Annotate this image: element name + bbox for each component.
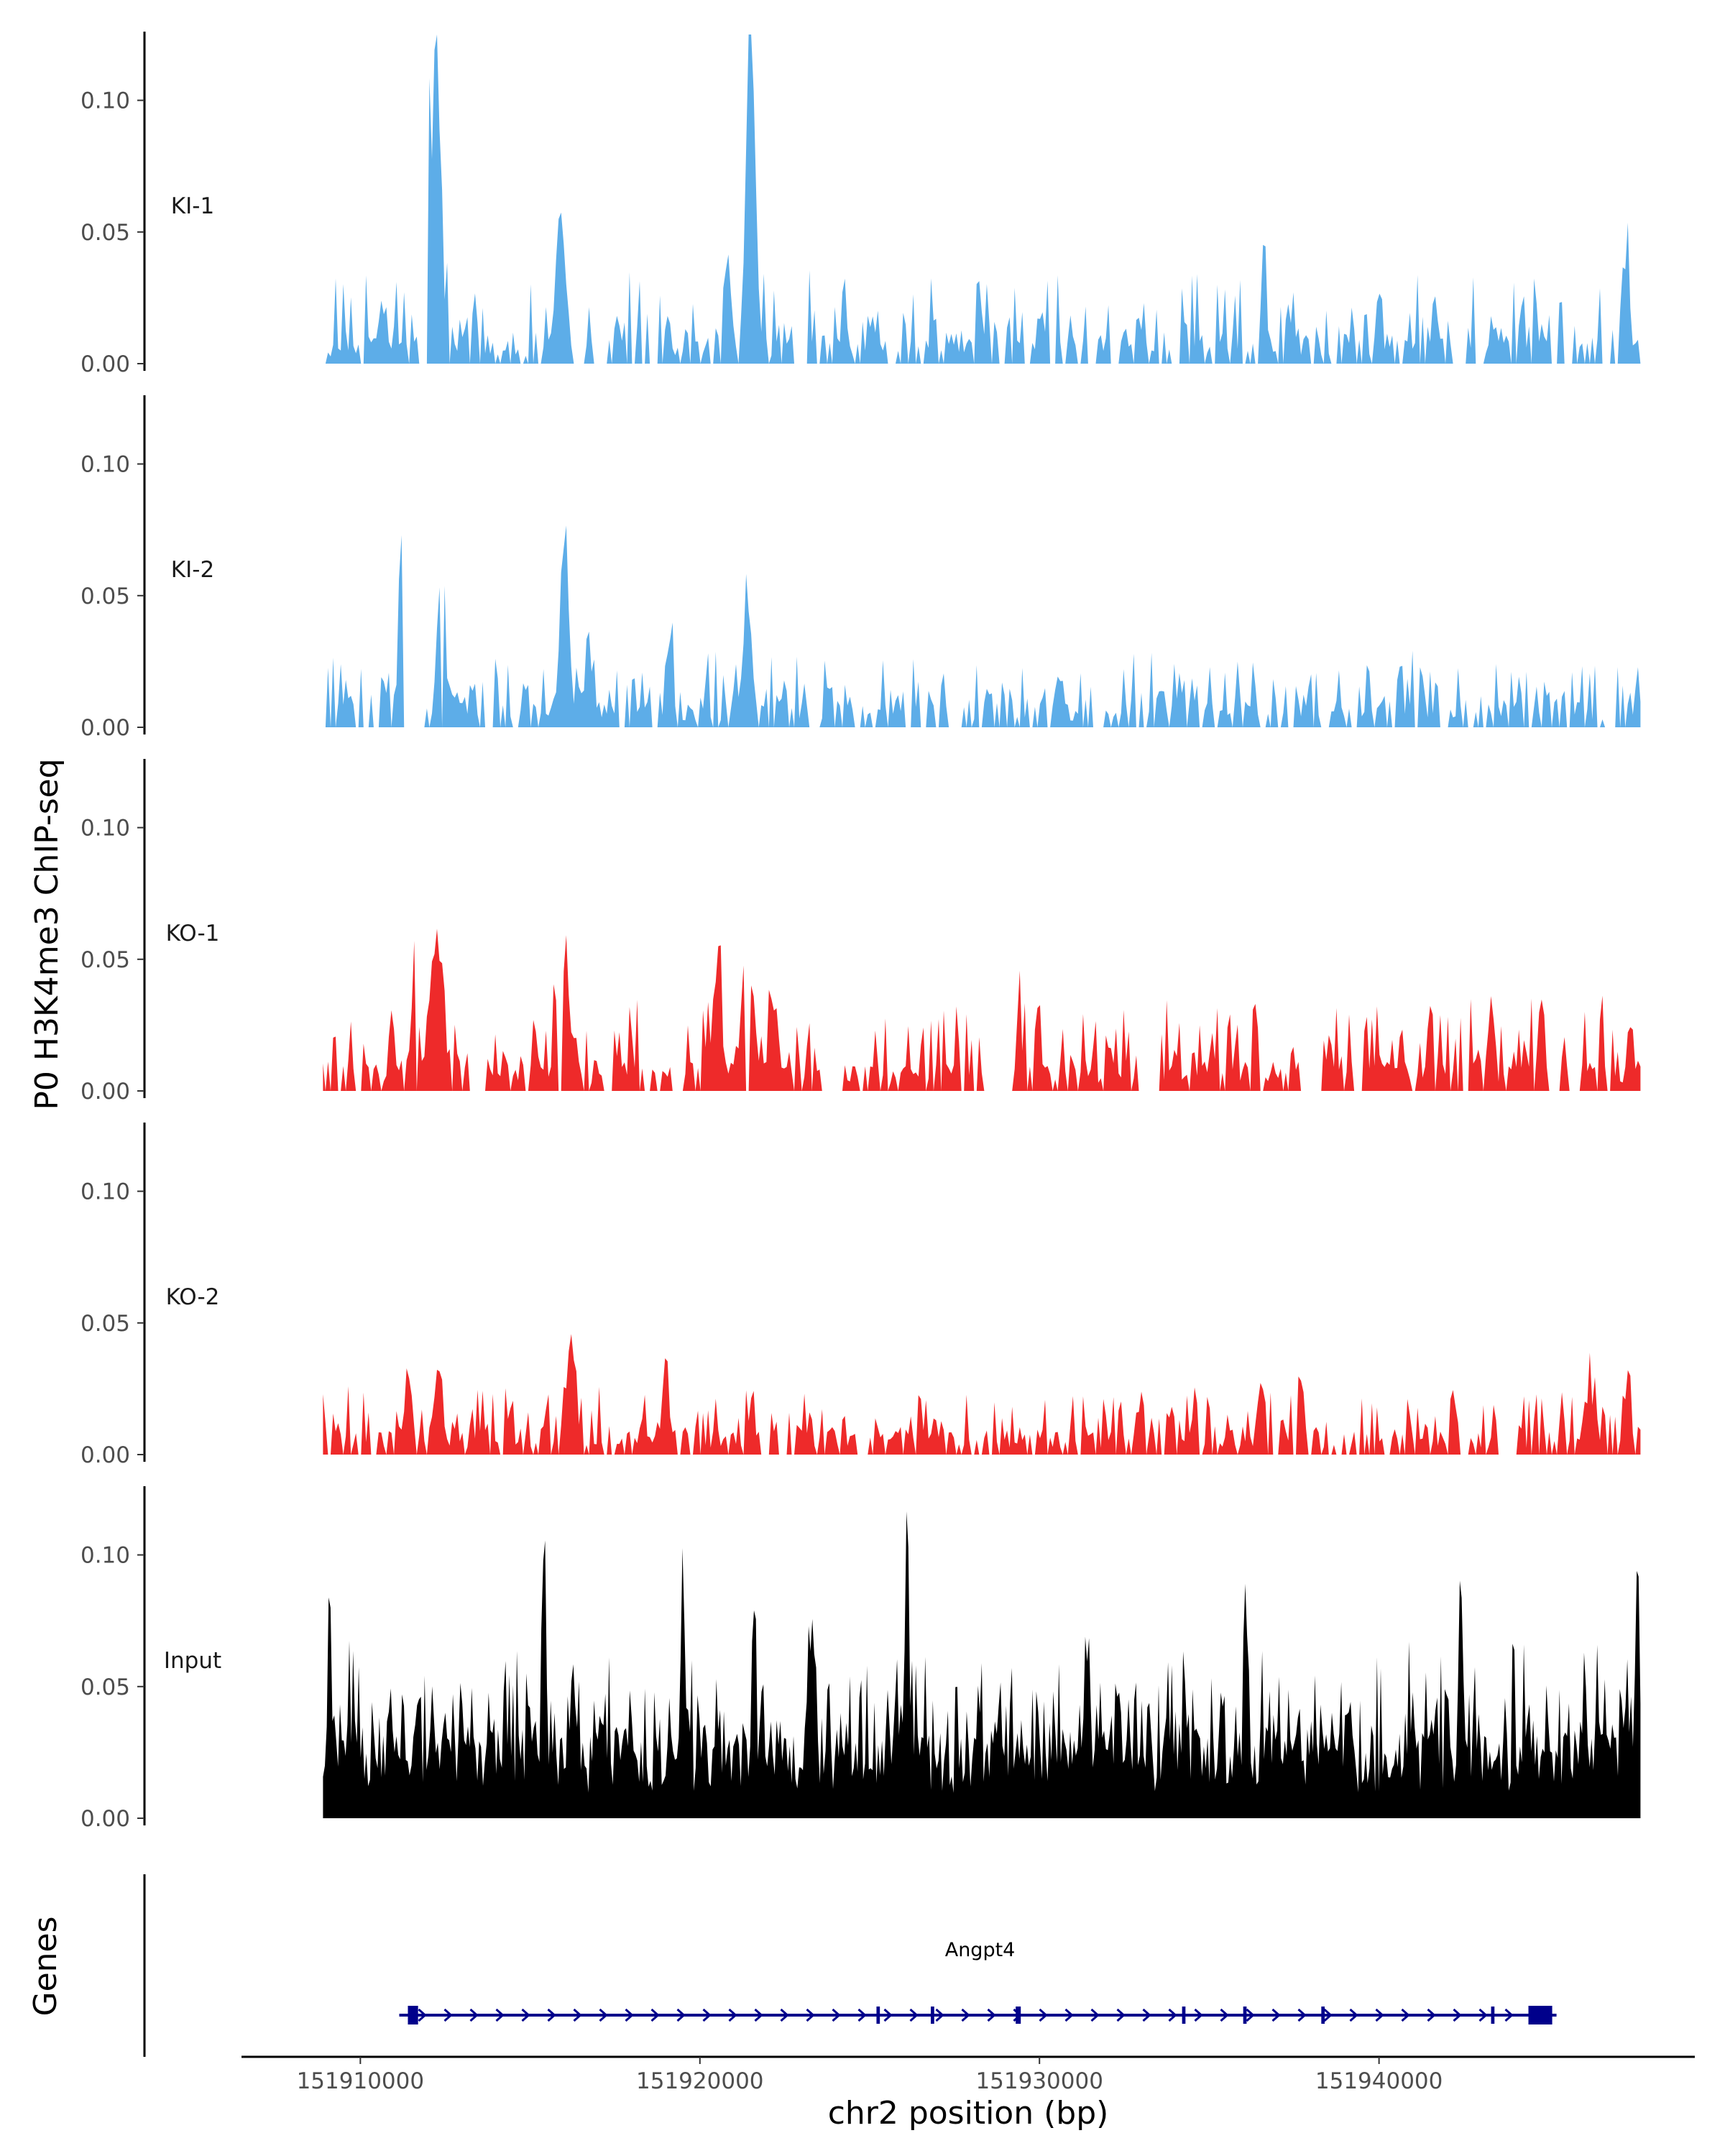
y-tick-label: 0.00 [80,1442,130,1468]
y-tick-label: 0.05 [80,947,130,973]
strand-chevron [728,2008,737,2022]
strand-chevron [961,2008,970,2022]
series-area-ki-2 [323,525,1641,727]
strand-chevron [1246,2008,1255,2022]
track-label: KO-2 [166,1284,220,1310]
gene-exon [876,2007,880,2024]
track-input: 0.00 0.05 0.10 Input [80,1486,1641,1832]
strand-chevron [806,2008,815,2022]
gene-exon [931,2007,934,2024]
strand-chevron [1064,2008,1074,2022]
strand-chevron [1271,2008,1281,2022]
y-tick-label: 0.10 [80,88,130,114]
strand-chevron [1194,2008,1203,2022]
gene-exon [1016,2007,1021,2024]
strand-chevron [883,2008,893,2022]
x-axis-title: chr2 position (bp) [828,2095,1109,2132]
x-tick-label: 151930000 [975,2068,1103,2094]
strand-chevron [495,2008,505,2022]
strand-chevron [1478,2008,1488,2022]
x-tick-label: 151920000 [636,2068,764,2094]
track-label: KI-2 [171,557,214,583]
strand-chevron [521,2008,530,2022]
strand-chevron [1220,2008,1229,2022]
strand-chevron [702,2008,712,2022]
x-tick-label: 151940000 [1315,2068,1443,2094]
gene-exon [1528,2006,1552,2024]
strand-chevron [857,2008,867,2022]
strand-chevron [469,2008,479,2022]
y-tick-label: 0.05 [80,584,130,609]
strand-chevron [1504,2008,1514,2022]
y-tick-label: 0.05 [80,1311,130,1337]
strand-chevron [418,2008,427,2022]
y-tick-label: 0.10 [80,816,130,842]
strand-chevron [935,2008,944,2022]
gene-label: Angpt4 [945,1939,1016,1961]
track-ko-2: 0.00 0.05 0.10 KO-2 [80,1123,1641,1468]
track-ki-2: 0.00 0.05 0.10 KI-2 [80,395,1641,741]
strand-chevron [547,2008,556,2022]
track-ko-1: 0.00 0.05 0.10 KO-1 [80,759,1641,1105]
strand-chevron [832,2008,841,2022]
strand-chevron [625,2008,634,2022]
strand-chevron [1349,2008,1358,2022]
y-axis-title: P0 H3K4me3 ChIP-seq [29,758,65,1110]
strand-chevron [1375,2008,1384,2022]
strand-chevron [650,2008,660,2022]
gene-exon [1491,2007,1495,2024]
genes-panel-title: Genes [27,1916,64,2016]
y-tick-label: 0.10 [80,1543,130,1569]
strand-chevron [1142,2008,1151,2022]
y-tick-label: 0.00 [80,1079,130,1105]
strand-chevron [1090,2008,1100,2022]
strand-chevron [443,2008,453,2022]
strand-chevron [1323,2008,1333,2022]
strand-chevron [1039,2008,1048,2022]
series-area-ko-2 [323,1334,1641,1455]
strand-chevron [754,2008,763,2022]
strand-chevron [1427,2008,1436,2022]
track-label: KO-1 [166,921,220,946]
track-label: Input [164,1648,221,1674]
strand-chevron [909,2008,919,2022]
y-tick-label: 0.10 [80,452,130,478]
gene-exon [1243,2007,1247,2024]
x-axis: 151910000 151920000 151930000 151940000 [242,2055,1695,2094]
strand-chevron [1453,2008,1462,2022]
gene-exon [1321,2007,1325,2024]
strand-chevron [599,2008,608,2022]
genes-panel: Genes Angpt4 [27,1874,1557,2057]
strand-chevron [676,2008,686,2022]
y-tick-label: 0.00 [80,1806,130,1832]
strand-chevron [1401,2008,1410,2022]
gene-exon [408,2006,418,2024]
y-tick-label: 0.05 [80,220,130,246]
series-area-ki-1 [323,34,1641,364]
series-area-input [323,1511,1641,1818]
gene-exon [1182,2007,1186,2024]
x-tick-label: 151910000 [297,2068,425,2094]
strand-chevron [780,2008,789,2022]
track-label: KI-1 [171,193,214,219]
tracks-group: 0.00 0.05 0.10 KI-1 0.00 0.05 0.10 KI-2 0.00 0.05… [80,32,1641,1832]
series-area-ko-1 [323,929,1641,1091]
strand-chevron [573,2008,582,2022]
strand-chevron [1168,2008,1177,2022]
y-tick-label: 0.00 [80,715,130,741]
y-tick-label: 0.10 [80,1179,130,1205]
strand-chevron [1116,2008,1126,2022]
track-ki-1: 0.00 0.05 0.10 KI-1 [80,32,1641,377]
y-tick-label: 0.05 [80,1674,130,1700]
y-tick-label: 0.00 [80,351,130,377]
strand-chevron [1297,2008,1307,2022]
strand-chevron [987,2008,996,2022]
